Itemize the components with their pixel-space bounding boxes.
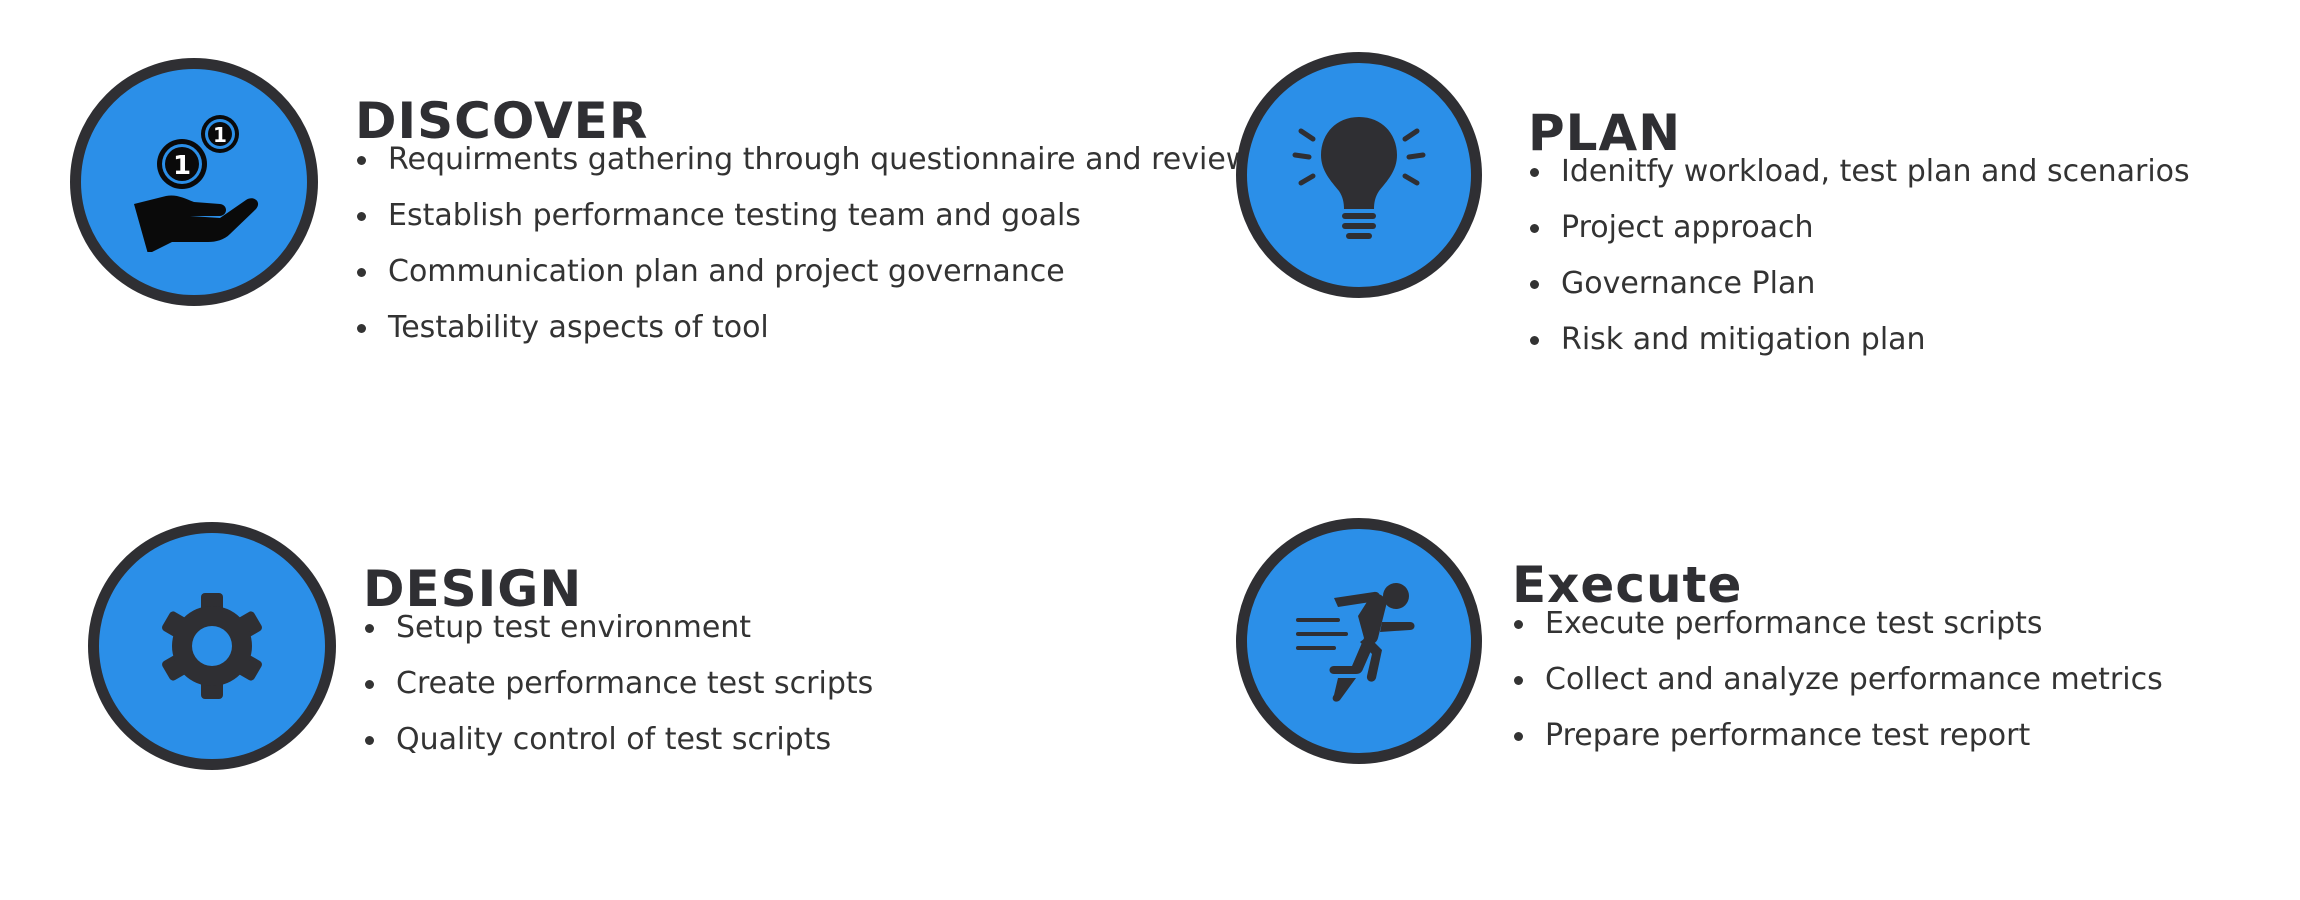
list-item: Quality control of test scripts [363,712,873,768]
design-icon-circle [88,522,336,770]
lightbulb-icon [1289,105,1429,245]
list-item: Idenitfy workload, test plan and scenari… [1528,144,2190,200]
svg-text:1: 1 [173,151,191,181]
list-item: Execute performance test scripts [1512,596,2163,652]
list-item: Communication plan and project governanc… [355,244,1250,300]
svg-text:1: 1 [213,123,227,147]
list-item: Project approach [1528,200,2190,256]
list-item: Governance Plan [1528,256,2190,312]
list-item: Setup test environment [363,600,873,656]
running-person-icon [1294,576,1424,706]
execute-icon-circle [1236,518,1482,764]
list-item: Testability aspects of tool [355,300,1250,356]
list-item: Requirments gathering through questionna… [355,132,1250,188]
plan-icon-circle [1236,52,1482,298]
hand-coins-icon: 1 1 [124,112,264,252]
list-item: Create performance test scripts [363,656,873,712]
list-item: Prepare performance test report [1512,708,2163,764]
plan-points: Idenitfy workload, test plan and scenari… [1528,144,2190,368]
design-points: Setup test environment Create performanc… [363,600,873,768]
list-item: Collect and analyze performance metrics [1512,652,2163,708]
gear-icon [157,591,267,701]
list-item: Establish performance testing team and g… [355,188,1250,244]
discover-icon-circle: 1 1 [70,58,318,306]
execute-points: Execute performance test scripts Collect… [1512,596,2163,764]
list-item: Risk and mitigation plan [1528,312,2190,368]
discover-points: Requirments gathering through questionna… [355,132,1250,356]
